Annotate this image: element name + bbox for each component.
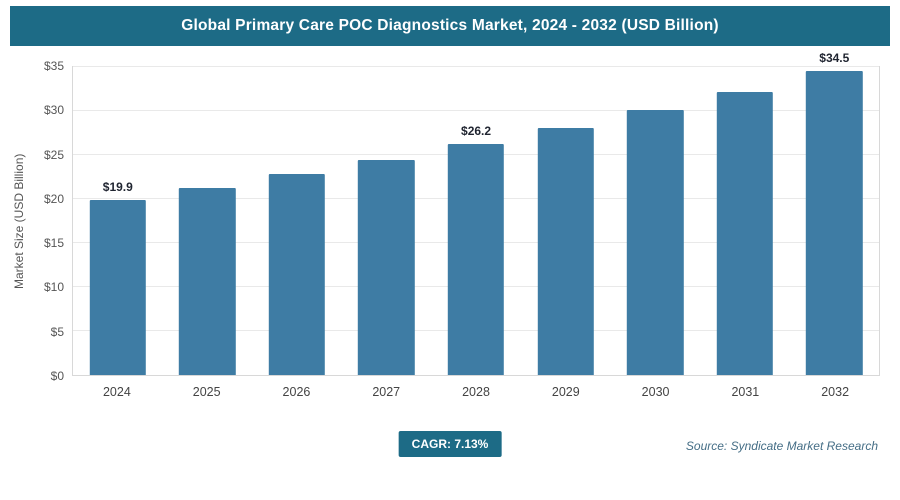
- bar-group: $34.5: [790, 51, 880, 375]
- chart-area: Market Size (USD Billion) $0 $5 $10 $15 $20 $…: [8, 51, 880, 399]
- y-axis-title: Market Size (USD Billion): [12, 153, 26, 289]
- source-text: Source: Syndicate Market Research: [685, 439, 878, 453]
- bar-2024: [89, 199, 146, 375]
- bars-layer: $19.9 $26.2 $34.5: [73, 51, 880, 375]
- bar-value-label: $26.2: [461, 124, 492, 139]
- bar-group: [163, 67, 253, 375]
- bar-2032: [806, 71, 863, 375]
- y-tick-label: $10: [43, 280, 64, 295]
- y-tick-label: $30: [43, 103, 64, 118]
- bar-group: $19.9: [73, 67, 163, 375]
- bar-2031: [716, 91, 773, 375]
- page: Global Primary Care POC Diagnostics Mark…: [0, 6, 900, 461]
- y-tick-label: $0: [50, 369, 64, 383]
- y-tick-label: $5: [50, 324, 64, 339]
- cagr-badge: CAGR: 7.13%: [398, 431, 502, 457]
- x-tick-label: 2030: [641, 385, 670, 399]
- x-tick-label: 2024: [102, 385, 131, 399]
- bar-2025: [179, 187, 236, 375]
- y-tick-label: $15: [43, 236, 64, 251]
- title-banner: Global Primary Care POC Diagnostics Mark…: [10, 6, 890, 46]
- x-tick-label: 2027: [372, 385, 401, 399]
- plot-row: Market Size (USD Billion) $0 $5 $10 $15 $20 $…: [8, 51, 880, 382]
- x-tick-label: 2032: [821, 385, 850, 399]
- bar-group: [252, 67, 342, 375]
- bar-2029: [537, 127, 594, 375]
- x-tick-label: 2028: [462, 385, 490, 399]
- gridline: [73, 66, 879, 67]
- bar-value-label: $19.9: [102, 179, 133, 194]
- bar-2026: [268, 174, 326, 375]
- x-tick-label: 2026: [282, 385, 311, 399]
- y-tick-label: $25: [43, 147, 64, 162]
- x-axis: 2024 2025 2026 2027 2028 2029 2030 2031 2032: [72, 376, 880, 399]
- gridline: [73, 110, 879, 111]
- bar-group: [521, 67, 611, 375]
- plot-area: $19.9 $26.2 $34.5: [72, 51, 880, 376]
- bar-2028: [447, 144, 505, 375]
- bar-value-label: $34.5: [819, 51, 850, 66]
- bar-group: [700, 67, 790, 375]
- bar-group: [342, 67, 432, 375]
- chart-title: Global Primary Care POC Diagnostics Mark…: [181, 17, 719, 34]
- y-tick-label: $20: [43, 191, 64, 206]
- bar-group: [610, 67, 700, 375]
- x-tick-label: 2031: [731, 385, 760, 399]
- bar-2030: [626, 110, 684, 375]
- bar-group: $26.2: [431, 67, 521, 375]
- chart-footer: CAGR: 7.13% Source: Syndicate Market Res…: [0, 431, 900, 461]
- x-tick-label: 2025: [192, 385, 221, 399]
- x-tick-label: 2029: [551, 385, 580, 399]
- y-axis: $0 $5 $10 $15 $20 $25 $30 $35: [30, 60, 72, 382]
- y-tick-label: $35: [43, 59, 64, 73]
- bar-2027: [358, 160, 415, 375]
